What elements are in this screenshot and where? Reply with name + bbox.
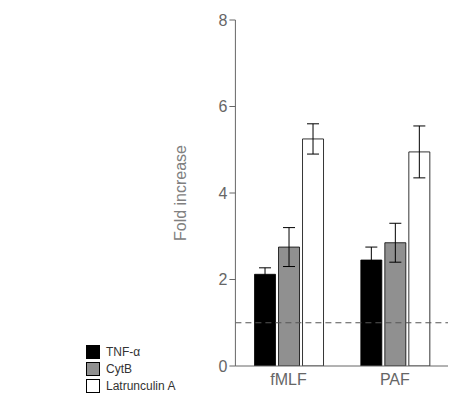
svg-text:2: 2 (218, 271, 227, 288)
svg-text:PAF: PAF (380, 371, 410, 388)
svg-text:8: 8 (218, 12, 227, 29)
svg-text:6: 6 (218, 98, 227, 115)
svg-text:fMLF: fMLF (270, 371, 307, 388)
svg-text:Fold increase: Fold increase (172, 145, 189, 241)
svg-text:0: 0 (218, 358, 227, 375)
html-text:Latrunculin A: Latrunculin A (106, 379, 176, 393)
svg-text:4: 4 (218, 185, 227, 202)
html-text:TNF-α: TNF-α (106, 345, 141, 359)
html-text:CytB: CytB (106, 362, 132, 376)
